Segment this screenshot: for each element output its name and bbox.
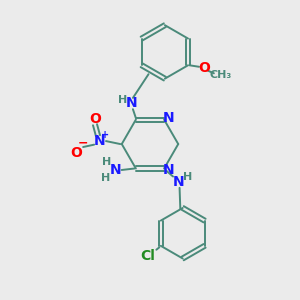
Text: +: + — [101, 130, 109, 140]
Text: N: N — [109, 163, 121, 177]
Text: N: N — [94, 134, 105, 148]
Text: N: N — [163, 163, 174, 177]
Text: CH₃: CH₃ — [210, 70, 232, 80]
Text: Cl: Cl — [140, 249, 155, 263]
Text: O: O — [70, 146, 82, 160]
Text: H: H — [101, 157, 111, 167]
Text: O: O — [89, 112, 101, 126]
Text: H: H — [183, 172, 193, 182]
Text: H: H — [118, 95, 127, 105]
Text: H: H — [101, 173, 110, 183]
Text: N: N — [126, 96, 137, 110]
Text: N: N — [173, 175, 185, 189]
Text: N: N — [163, 111, 174, 125]
Text: −: − — [78, 137, 88, 150]
Text: O: O — [198, 61, 210, 75]
